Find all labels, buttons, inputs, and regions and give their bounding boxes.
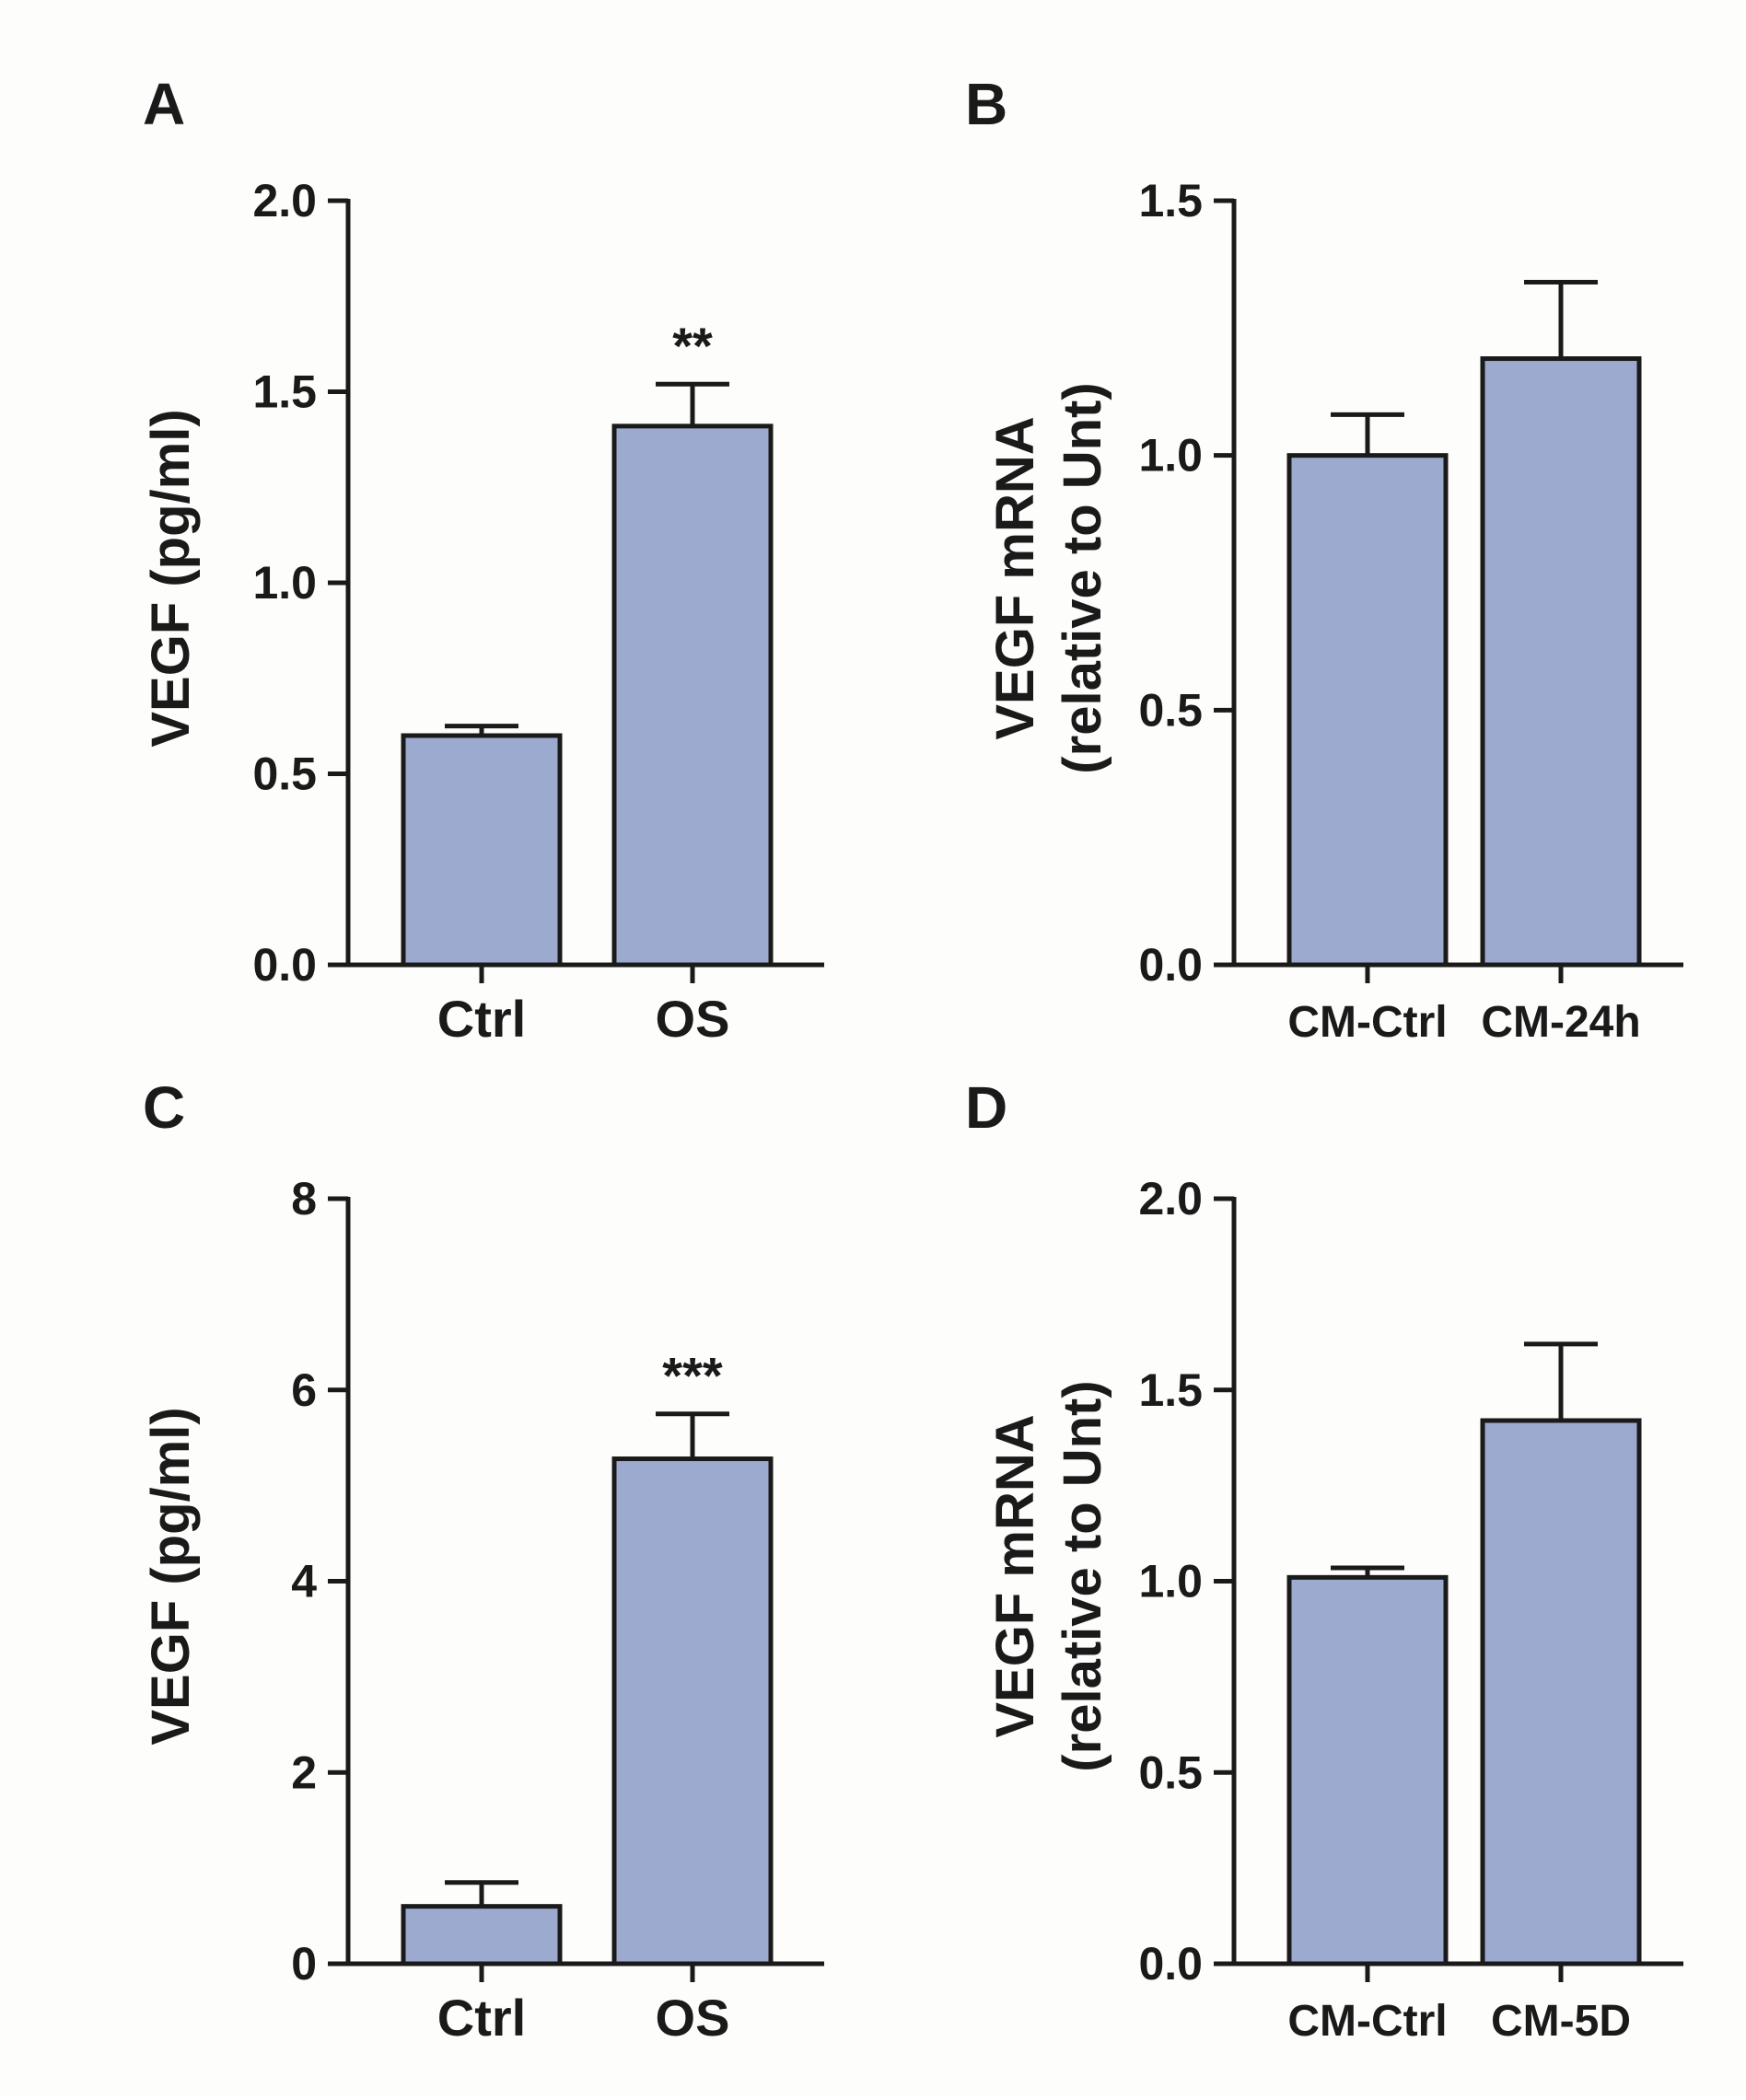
bar-os (611, 423, 774, 968)
y-tick-label: 4 (291, 1556, 317, 1607)
y-tick-label: 0.0 (1138, 1938, 1203, 1990)
x-category-label: CM-5D (1491, 1997, 1631, 2046)
bar-os (611, 1456, 774, 1967)
x-category-label: CM-24h (1481, 998, 1640, 1047)
y-tick-label: 1.5 (1138, 175, 1203, 226)
panel-a: A 0.0 0.5 1.0 1.5 2.0 Ctrl OS ** VEGF (pg/ml) (141, 71, 824, 1048)
panel-c: C 0 2 4 6 8 Ctrl OS *** VEGF (pg/ml) (141, 1074, 824, 2047)
x-category-label: CM-Ctrl (1287, 1997, 1447, 2046)
x-category-label: OS (656, 1989, 730, 2047)
panel-letter-a: A (143, 71, 185, 137)
significance-label: ** (672, 317, 713, 375)
y-axis-subtitle-b: (relative to Unt) (1053, 382, 1112, 773)
bar-cm-ctrl (1286, 1574, 1449, 1967)
panel-letter-c: C (143, 1074, 185, 1141)
x-category-label: OS (656, 990, 730, 1048)
y-tick-label: 6 (291, 1364, 317, 1416)
y-tick-label: 0.5 (252, 748, 317, 800)
y-tick-label: 0.5 (1138, 684, 1203, 736)
y-tick-label: 0.0 (252, 939, 317, 991)
y-tick-label: 2 (291, 1746, 317, 1798)
y-tick-label: 0 (291, 1938, 317, 1990)
x-category-label: Ctrl (437, 1989, 526, 2047)
bar-cm-24h (1480, 356, 1642, 968)
y-axis-title-c: VEGF (pg/ml) (141, 1407, 201, 1745)
y-tick-label: 1.5 (252, 366, 317, 418)
bar-cm-5d (1480, 1418, 1642, 1967)
x-category-label: CM-Ctrl (1287, 998, 1447, 1047)
bar-ctrl (401, 733, 563, 968)
y-tick-label: 1.0 (1138, 430, 1203, 481)
bar-ctrl (401, 1904, 563, 1967)
y-axis-subtitle-d: (relative to Unt) (1053, 1380, 1112, 1771)
y-axis-title-d: VEGF mRNA (985, 1414, 1045, 1737)
panel-d: D 0.00.51.01.52.0CM-Ctrl CM-5D VEGF mRNA … (965, 1074, 1683, 2046)
y-tick-label: 1.0 (1138, 1556, 1203, 1607)
panel-b: B 0.0 0.5 1.0 1.5 CM-Ctrl CM-24h VEGF mRNA (r… (965, 71, 1683, 1047)
significance-label: *** (662, 1347, 723, 1405)
y-tick-label: 2.0 (1138, 1173, 1203, 1224)
y-tick-label: 2.0 (252, 175, 317, 226)
y-axis-title-b: VEGF mRNA (985, 416, 1045, 739)
panel-letter-b: B (965, 71, 1007, 137)
y-tick-label: 8 (291, 1173, 317, 1224)
y-tick-label: 1.0 (252, 557, 317, 609)
y-tick-label: 0.5 (1138, 1746, 1203, 1798)
panel-letter-d: D (965, 1074, 1007, 1141)
y-tick-label: 1.5 (1138, 1364, 1203, 1416)
y-tick-label: 0.0 (1138, 939, 1203, 991)
x-category-label: Ctrl (437, 990, 526, 1048)
bar-cm-ctrl (1286, 453, 1449, 968)
y-axis-title-a: VEGF (pg/ml) (141, 409, 201, 747)
